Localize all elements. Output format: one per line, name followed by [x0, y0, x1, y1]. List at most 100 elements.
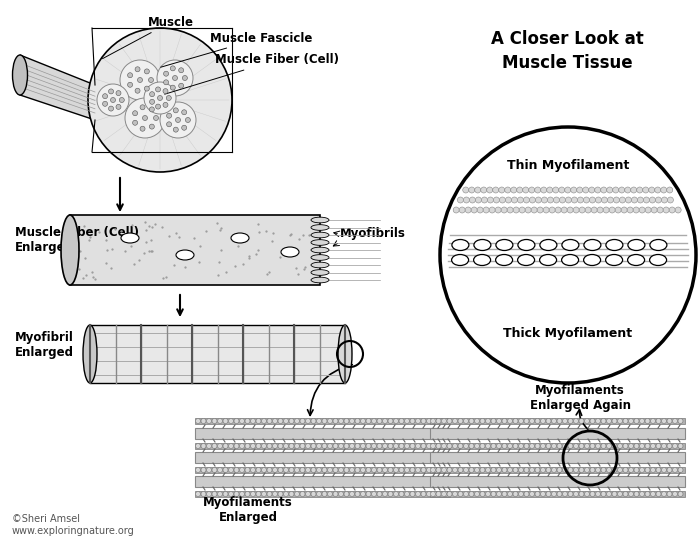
Circle shape — [596, 443, 601, 449]
Circle shape — [645, 468, 650, 472]
Circle shape — [529, 443, 535, 449]
Circle shape — [295, 468, 300, 472]
Circle shape — [228, 443, 234, 449]
Circle shape — [531, 207, 537, 213]
Circle shape — [382, 491, 388, 496]
Circle shape — [480, 418, 485, 423]
Ellipse shape — [517, 254, 535, 266]
Circle shape — [245, 491, 250, 496]
Circle shape — [546, 443, 551, 449]
Circle shape — [305, 491, 311, 496]
Circle shape — [178, 83, 183, 88]
Circle shape — [262, 468, 267, 472]
Circle shape — [584, 443, 589, 449]
Circle shape — [524, 491, 529, 496]
Circle shape — [589, 197, 596, 203]
Circle shape — [339, 443, 344, 449]
Circle shape — [218, 418, 223, 423]
Circle shape — [135, 88, 140, 93]
Circle shape — [493, 187, 498, 193]
Circle shape — [256, 418, 261, 423]
Circle shape — [355, 491, 360, 496]
Circle shape — [410, 491, 415, 496]
Circle shape — [570, 187, 577, 193]
Circle shape — [432, 443, 437, 449]
Circle shape — [300, 491, 305, 496]
Circle shape — [495, 207, 501, 213]
Circle shape — [143, 116, 148, 120]
Circle shape — [174, 108, 178, 113]
Circle shape — [360, 443, 365, 449]
Circle shape — [634, 468, 639, 472]
Circle shape — [463, 468, 468, 472]
Circle shape — [528, 187, 535, 193]
Circle shape — [218, 443, 223, 449]
Polygon shape — [195, 467, 450, 473]
Circle shape — [498, 187, 505, 193]
Circle shape — [573, 207, 579, 213]
Circle shape — [382, 443, 388, 449]
Circle shape — [596, 418, 601, 423]
Circle shape — [475, 187, 481, 193]
Circle shape — [508, 443, 512, 449]
Circle shape — [438, 468, 442, 472]
Circle shape — [649, 187, 654, 193]
Circle shape — [637, 187, 643, 193]
Circle shape — [195, 418, 200, 423]
Circle shape — [603, 207, 609, 213]
Circle shape — [267, 418, 272, 423]
Circle shape — [590, 443, 595, 449]
Circle shape — [432, 468, 437, 472]
Circle shape — [463, 187, 469, 193]
Circle shape — [546, 468, 551, 472]
Circle shape — [452, 418, 458, 423]
Circle shape — [447, 443, 452, 449]
Circle shape — [430, 468, 435, 472]
Circle shape — [393, 468, 398, 472]
Circle shape — [502, 491, 507, 496]
Circle shape — [452, 443, 458, 449]
Circle shape — [132, 111, 138, 116]
Circle shape — [228, 468, 234, 472]
Circle shape — [502, 443, 507, 449]
Circle shape — [416, 468, 421, 472]
Circle shape — [366, 491, 371, 496]
Circle shape — [469, 468, 474, 472]
Circle shape — [620, 197, 625, 203]
Circle shape — [513, 418, 518, 423]
Circle shape — [663, 207, 669, 213]
Polygon shape — [70, 215, 320, 285]
Circle shape — [426, 443, 431, 449]
Circle shape — [656, 443, 661, 449]
Circle shape — [469, 418, 474, 423]
Circle shape — [223, 443, 228, 449]
Ellipse shape — [540, 254, 557, 266]
Circle shape — [430, 443, 435, 449]
Circle shape — [673, 418, 678, 423]
Circle shape — [170, 66, 175, 71]
Ellipse shape — [584, 240, 601, 251]
Ellipse shape — [496, 254, 512, 266]
Text: Thick Myofilament: Thick Myofilament — [503, 327, 633, 340]
Circle shape — [300, 418, 305, 423]
Circle shape — [662, 443, 666, 449]
Circle shape — [182, 125, 187, 130]
Circle shape — [388, 491, 393, 496]
Ellipse shape — [474, 254, 491, 266]
Circle shape — [410, 418, 415, 423]
Circle shape — [289, 468, 294, 472]
Circle shape — [430, 418, 435, 423]
Circle shape — [349, 491, 354, 496]
Circle shape — [333, 443, 338, 449]
Circle shape — [524, 197, 529, 203]
Circle shape — [149, 124, 155, 129]
Circle shape — [443, 418, 448, 423]
Ellipse shape — [13, 55, 27, 95]
Circle shape — [195, 491, 200, 496]
Circle shape — [678, 443, 683, 449]
Circle shape — [529, 491, 535, 496]
Circle shape — [212, 418, 217, 423]
Circle shape — [554, 197, 559, 203]
Circle shape — [634, 491, 639, 496]
Circle shape — [436, 491, 441, 496]
